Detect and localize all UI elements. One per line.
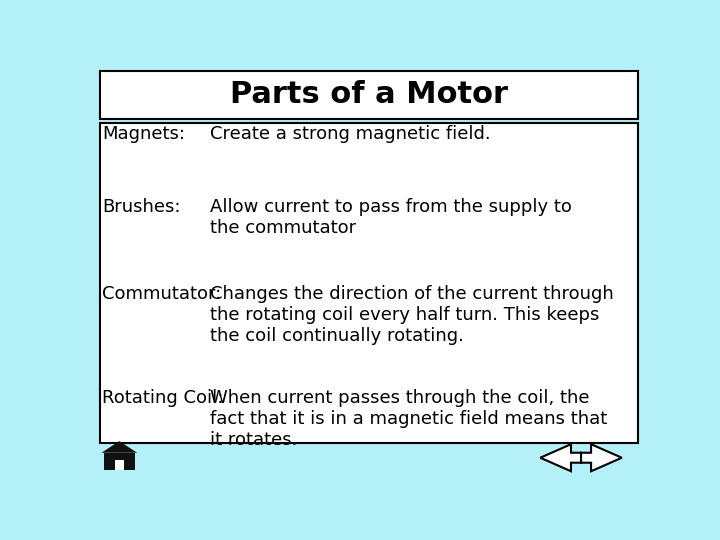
Text: Brushes:: Brushes: — [102, 198, 181, 216]
Text: When current passes through the coil, the
fact that it is in a magnetic field me: When current passes through the coil, th… — [210, 389, 607, 449]
FancyBboxPatch shape — [100, 123, 638, 443]
Text: Commutator:: Commutator: — [102, 285, 222, 303]
Text: Create a strong magnetic field.: Create a strong magnetic field. — [210, 125, 490, 143]
Text: Allow current to pass from the supply to
the commutator: Allow current to pass from the supply to… — [210, 198, 572, 237]
Text: Changes the direction of the current through
the rotating coil every half turn. : Changes the direction of the current thr… — [210, 285, 613, 345]
Polygon shape — [540, 444, 581, 471]
Text: Rotating Coil:: Rotating Coil: — [102, 389, 224, 407]
Text: Magnets:: Magnets: — [102, 125, 185, 143]
Text: Parts of a Motor: Parts of a Motor — [230, 80, 508, 110]
FancyBboxPatch shape — [100, 71, 638, 119]
FancyBboxPatch shape — [115, 460, 124, 470]
Polygon shape — [581, 444, 622, 471]
Polygon shape — [102, 441, 137, 453]
FancyBboxPatch shape — [104, 453, 135, 470]
